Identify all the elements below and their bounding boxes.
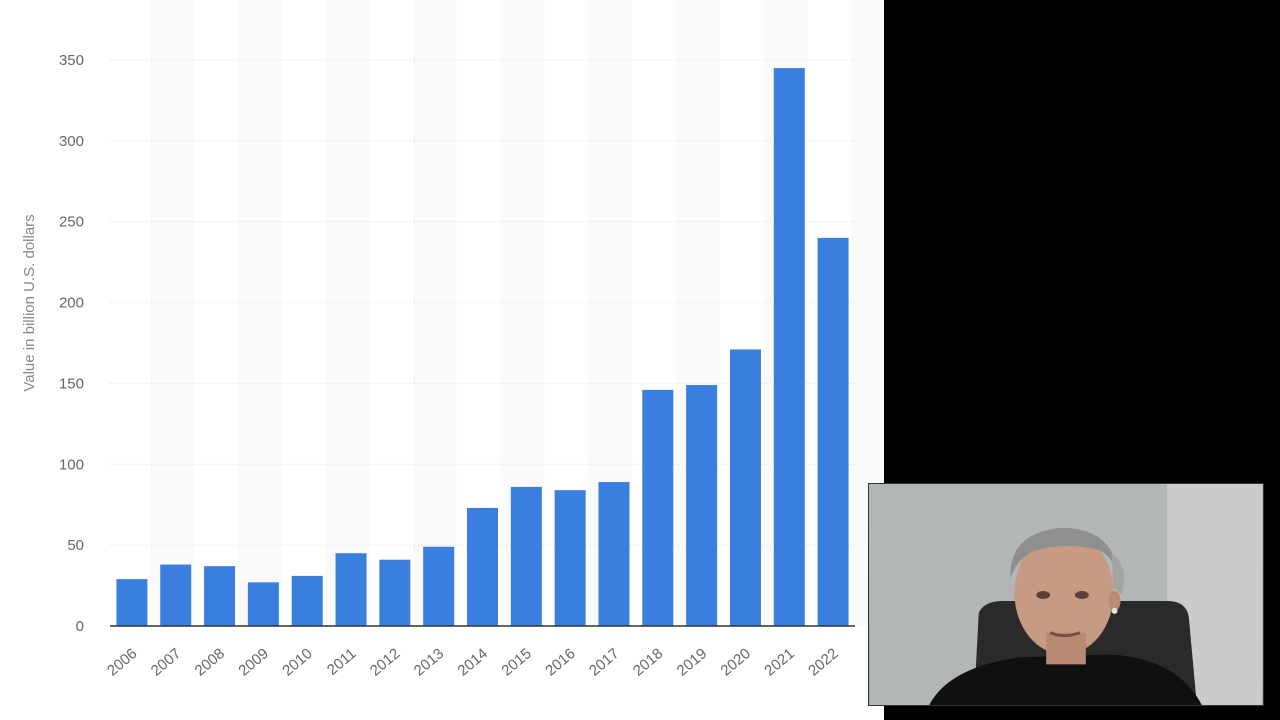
x-tick-label: 2015 — [498, 645, 534, 679]
x-tick-label: 2011 — [324, 645, 360, 679]
presenter-face — [1014, 531, 1114, 655]
x-tick-label: 2008 — [192, 645, 228, 679]
x-tick-label: 2012 — [367, 645, 403, 679]
bar — [160, 564, 192, 626]
presenter-hair-side — [1111, 553, 1124, 595]
bar — [773, 68, 805, 627]
x-tick-label: 2009 — [235, 645, 271, 679]
x-tick-label: 2020 — [718, 645, 754, 679]
presenter-neck — [1046, 632, 1086, 665]
x-tick-label: 2007 — [148, 645, 184, 679]
bar — [291, 575, 323, 626]
presenter-eye-right — [1074, 591, 1089, 599]
y-tick-labels: 0 50 100 150 200 250 300 350 — [59, 52, 84, 635]
x-tick-label: 2022 — [805, 645, 841, 679]
y-tick-label: 350 — [59, 52, 84, 69]
column-band — [325, 0, 370, 626]
bar — [423, 546, 455, 626]
x-tick-label: 2018 — [630, 645, 666, 679]
bar — [598, 482, 630, 626]
bar — [116, 579, 148, 626]
bar — [467, 507, 498, 626]
x-tick-label: 2019 — [674, 645, 710, 679]
bar — [686, 385, 718, 626]
x-tick-label: 2021 — [761, 645, 797, 679]
y-tick-label: 250 — [59, 214, 84, 231]
bar — [554, 490, 586, 626]
presenter-webcam — [868, 483, 1264, 706]
presenter-shirt — [929, 654, 1202, 705]
presenter-video-icon — [869, 484, 1263, 705]
bar — [335, 553, 367, 626]
presenter-ear — [1108, 591, 1121, 611]
x-tick-label: 2006 — [104, 645, 140, 679]
bars — [116, 68, 849, 627]
x-tick-label: 2016 — [542, 645, 578, 679]
presenter-hair — [1010, 527, 1120, 584]
x-tick-label: 2017 — [586, 645, 622, 679]
y-tick-label: 0 — [76, 618, 84, 635]
y-tick-label: 200 — [59, 295, 84, 312]
y-tick-label: 300 — [59, 133, 84, 150]
x-tick-labels: 2006 2007 2008 2009 2010 2011 2012 2013 2014 2015… — [104, 645, 842, 679]
y-tick-label: 150 — [59, 375, 84, 392]
bar — [247, 582, 279, 626]
bar — [642, 389, 674, 626]
bar — [204, 566, 236, 626]
x-tick-label: 2014 — [455, 645, 491, 679]
earbud-icon — [1111, 607, 1118, 614]
y-tick-label: 100 — [59, 456, 84, 473]
presenter-eye-left — [1036, 591, 1051, 599]
column-band — [150, 0, 194, 626]
x-tick-label: 2013 — [411, 645, 447, 679]
y-axis-title: Value in billion U.S. dollars — [21, 214, 38, 391]
presenter-mouth — [1049, 631, 1081, 638]
column-band — [237, 0, 282, 626]
chart-panel: 0 50 100 150 200 250 300 350 2006 2007 2008 2009 20… — [0, 0, 884, 720]
bar — [729, 349, 761, 626]
bar — [817, 237, 849, 626]
y-tick-label: 50 — [67, 537, 84, 554]
bar — [510, 486, 542, 626]
bar — [379, 559, 411, 626]
x-tick-label: 2010 — [279, 645, 315, 679]
column-band — [412, 0, 457, 626]
